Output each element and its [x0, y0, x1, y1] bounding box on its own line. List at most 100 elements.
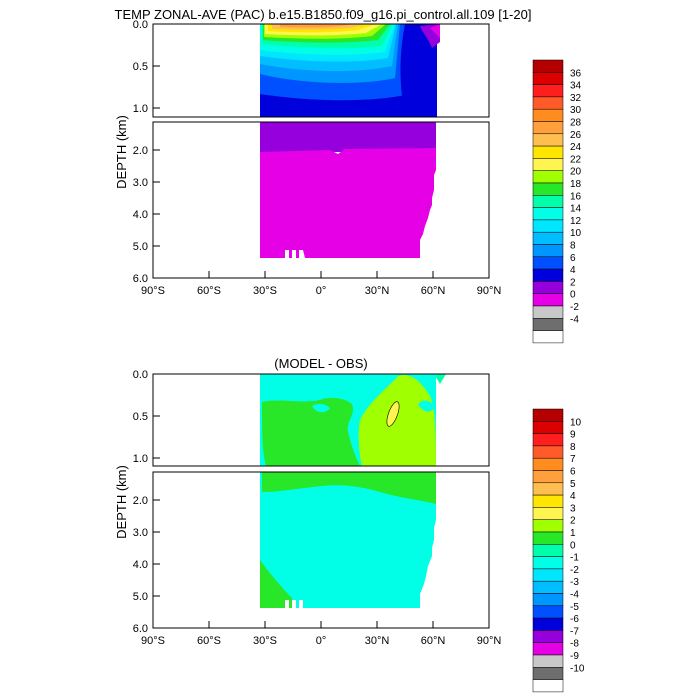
- top-colorbar-swatch: [532, 72, 564, 85]
- top-ytick-1: 0.5: [133, 61, 148, 73]
- top-ytick-6: 5.0: [133, 241, 148, 253]
- top-colorbar-swatch: [532, 121, 564, 135]
- bottom-upper-ne-corner: [434, 374, 446, 384]
- bottom-ytick-2: 1.0: [133, 453, 148, 465]
- bottom-upper-cyan-islands: [312, 403, 330, 413]
- top-y-ticks-upper: 0.0 0.5 1.0: [133, 19, 160, 115]
- top-colorbar-label: -2: [570, 302, 579, 313]
- bottom-lower-notch-green: [260, 560, 292, 608]
- top-colorbar-swatch: [532, 195, 564, 208]
- bottom-ylabel: DEPTH (km): [114, 465, 129, 539]
- bottom-colorbar-swatch: [532, 605, 564, 619]
- bottom-colorbar-label: -6: [570, 614, 579, 625]
- top-ytick-5: 4.0: [133, 209, 148, 221]
- top-upper-field: [260, 24, 440, 117]
- bottom-colorbar-label: 2: [570, 516, 576, 527]
- top-upper-band-28: [280, 24, 356, 28]
- top-colorbar-swatch: [532, 59, 564, 73]
- top-colorbar-label: 14: [570, 204, 582, 215]
- top-colorbar-label: 12: [570, 216, 582, 227]
- bottom-xtick-4: 30°N: [365, 635, 390, 647]
- top-colorbar-label: 22: [570, 154, 582, 165]
- top-lower-magenta: [260, 148, 436, 258]
- bottom-xtick-1: 60°S: [197, 635, 221, 647]
- top-colorbar-label: 10: [570, 228, 582, 239]
- bottom-ytick-4: 3.0: [133, 527, 148, 539]
- top-chart-title: TEMP ZONAL-AVE (PAC) b.e15.B1850.f09_g16…: [115, 7, 532, 22]
- bottom-colorbar-label: 8: [570, 442, 576, 453]
- bottom-colorbar-label: 6: [570, 467, 576, 478]
- bottom-colorbar-swatch: [532, 580, 564, 594]
- bottom-colorbar-label: 0: [570, 540, 576, 551]
- bottom-colorbar-label: 10: [570, 417, 582, 428]
- bottom-colorbar-label: -3: [570, 577, 579, 588]
- top-x-ticks: 90°S 60°S 30°S 0° 30°N 60°N 90°N: [141, 271, 501, 297]
- top-colorbar-swatch: [532, 145, 564, 159]
- bottom-colorbar-label: -4: [570, 590, 579, 601]
- bottom-upper-green-west: [262, 397, 360, 466]
- top-colorbar-swatch: [532, 182, 564, 196]
- bottom-colorbar-swatch: [532, 470, 564, 484]
- top-panel: TEMP ZONAL-AVE (PAC) b.e15.B1850.f09_g16…: [114, 7, 582, 344]
- top-colorbar-label: 30: [570, 105, 582, 116]
- top-colorbar-swatch: [532, 108, 564, 122]
- top-colorbar-swatch: [532, 281, 564, 294]
- bottom-colorbar-label: 7: [570, 454, 576, 465]
- bottom-colorbar-label: -5: [570, 602, 579, 613]
- bottom-lower-gaps: [285, 600, 303, 608]
- bottom-colorbar-label: -1: [570, 553, 579, 564]
- top-colorbar-label: 34: [570, 81, 582, 92]
- bottom-colorbar-swatch: [532, 654, 564, 668]
- top-lower-purple: [260, 122, 436, 152]
- top-colorbar-swatch: [532, 268, 564, 282]
- bottom-colorbar-label: 5: [570, 479, 576, 490]
- top-colorbar-swatch: [532, 330, 564, 344]
- top-ytick-0: 0.0: [133, 19, 148, 31]
- top-upper-north-magenta: [430, 24, 440, 38]
- top-colorbar-label: 16: [570, 191, 582, 202]
- top-colorbar-swatch: [532, 219, 564, 233]
- top-colorbar-label: 8: [570, 241, 576, 252]
- bottom-upper-yellow-patch: [386, 401, 400, 427]
- bottom-ytick-1: 0.5: [133, 411, 148, 423]
- bottom-colorbar-label: -10: [570, 663, 585, 674]
- top-colorbar-swatch: [532, 318, 564, 331]
- top-colorbar-label: -4: [570, 314, 579, 325]
- top-colorbar-label: 0: [570, 290, 576, 301]
- bottom-lower-green: [262, 472, 436, 504]
- top-xtick-5: 60°N: [421, 285, 446, 297]
- top-colorbar-label: 6: [570, 253, 576, 264]
- bottom-colorbar-label: -7: [570, 626, 579, 637]
- bottom-y-ticks-lower: 2.0 3.0 4.0 5.0 6.0: [133, 495, 160, 635]
- top-colorbar-label: 28: [570, 118, 582, 129]
- top-xtick-2: 30°S: [253, 285, 277, 297]
- bottom-ytick-7: 6.0: [133, 623, 148, 635]
- bottom-colorbar-swatch: [532, 482, 564, 496]
- top-colorbar-label: 36: [570, 68, 582, 79]
- bottom-upper-green-east: [358, 374, 436, 466]
- top-colorbar-label: 2: [570, 277, 576, 288]
- bottom-colorbar-swatch: [532, 630, 564, 643]
- bottom-colorbar-swatch: [532, 593, 564, 607]
- top-colorbar-label: 24: [570, 142, 582, 153]
- top-upper-north-cold: [400, 24, 437, 116]
- bottom-colorbar-swatch: [532, 519, 564, 533]
- top-colorbar-swatch: [532, 256, 564, 270]
- top-colorbar-swatch: [532, 207, 564, 221]
- bottom-colorbar-swatch: [532, 544, 564, 557]
- bottom-lower-edge: [420, 504, 436, 608]
- top-colorbar-label: 4: [570, 265, 576, 276]
- top-upper-frame: [152, 23, 490, 118]
- top-colorbar-swatch: [532, 231, 564, 245]
- top-colorbar-swatch: [532, 244, 564, 258]
- bottom-chart-title: (MODEL - OBS): [274, 356, 367, 371]
- bottom-colorbar-swatch: [532, 507, 564, 520]
- top-xtick-1: 60°S: [197, 285, 221, 297]
- top-colorbar-label: 18: [570, 179, 582, 190]
- top-colorbar-label: 26: [570, 130, 582, 141]
- bottom-xtick-3: 0°: [316, 635, 327, 647]
- top-xtick-0: 90°S: [141, 285, 165, 297]
- top-colorbar-swatch: [532, 305, 564, 319]
